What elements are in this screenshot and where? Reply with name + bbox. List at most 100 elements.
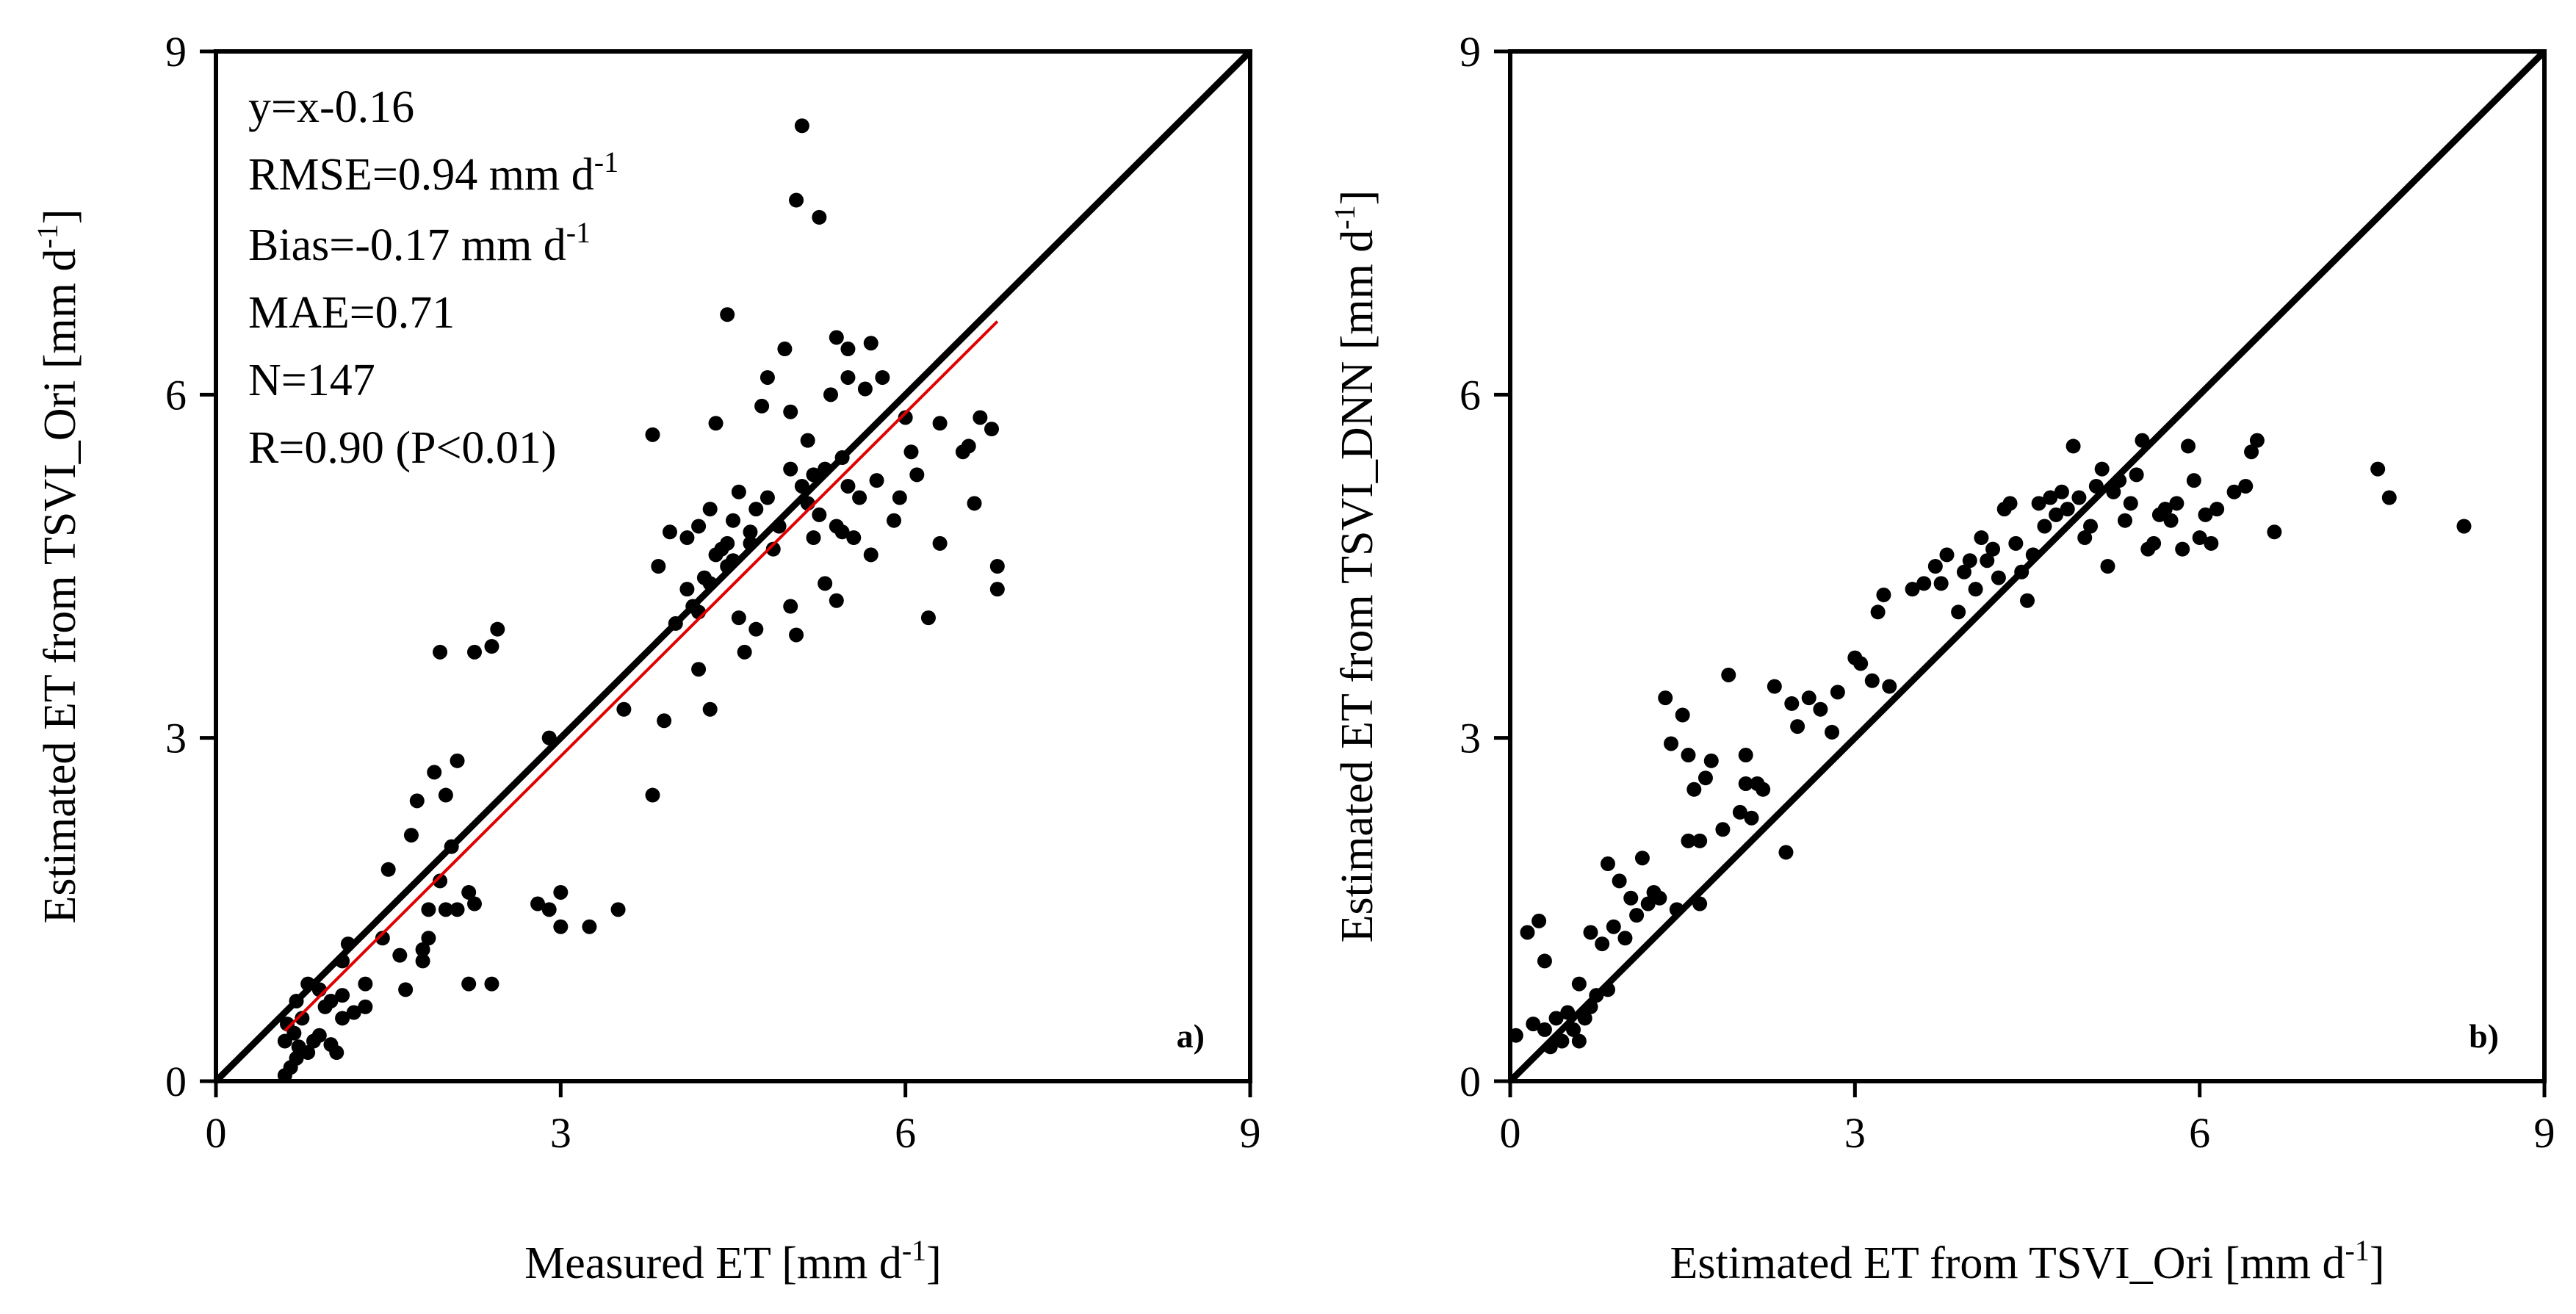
panel-a-point (840, 369, 856, 385)
panel-a-point (467, 644, 482, 660)
panel-a-point (731, 484, 746, 499)
panel-b-point (1882, 679, 1897, 694)
panel-a-point (737, 644, 752, 660)
panel-b-point (1738, 748, 1753, 763)
panel-a-point (616, 701, 632, 717)
panel-a-xtick-label: 0 (206, 1109, 227, 1157)
panel-a-point (467, 896, 482, 912)
panel-a-point (800, 433, 815, 448)
panel-b-xlabel-end: ] (2370, 1238, 2385, 1288)
panel-a-point (433, 873, 448, 889)
panel-a-xtick-label: 9 (1240, 1109, 1261, 1157)
panel-b-point (1658, 690, 1673, 706)
panel-b-point (1870, 604, 1886, 620)
panel-a-point (300, 1045, 316, 1061)
panel-b-point (1991, 570, 2006, 585)
panel-b-point (2123, 496, 2138, 511)
panel-a-point (645, 427, 660, 442)
panel-b-point (1767, 679, 1782, 694)
panel-a-point (484, 639, 499, 654)
panel-a-ylabel-end: ] (35, 209, 85, 225)
panel-a-point (765, 541, 781, 557)
panel-b-point (2226, 484, 2242, 499)
panel-a-ylabel: Estimated ET from TSVI_Ori [mm d-1] (31, 209, 85, 924)
panel-a-xlabel-end: ] (926, 1238, 942, 1288)
panel-a-point (989, 582, 1005, 597)
panel-a-frame (214, 49, 1252, 1083)
panel-a-point (421, 902, 436, 917)
panel-a-point (335, 1011, 350, 1026)
panel-b-point (1980, 553, 1995, 568)
panel-a-label: a) (1177, 1017, 1205, 1055)
panel-b-one-to-one-line (1507, 48, 2547, 1084)
panel-b-point (1703, 753, 1719, 768)
panel-a-point (335, 988, 350, 1003)
panel-b-point (2157, 502, 2173, 517)
panel-b-point (1698, 770, 1713, 786)
panel-a-point (450, 753, 465, 768)
panel-b-points (1508, 433, 2472, 1055)
panel-b-point (2077, 530, 2093, 546)
panel-b-ylabel: Estimated ET from TSVI_DNN [mm d-1] (1328, 190, 1382, 943)
panel-a-point (903, 444, 919, 460)
panel-b-point (2060, 502, 2075, 517)
panel-b-point (1813, 701, 1828, 717)
panel-a-point (461, 976, 477, 992)
panel-b-point (2008, 535, 2024, 551)
panel-b-point (2198, 507, 2213, 522)
panel-b-point (1606, 919, 1621, 934)
panel-b-xlabel-text: Estimated ET from TSVI_Ori [mm d (1670, 1238, 2345, 1288)
panel-a-point (490, 621, 505, 637)
panel-a-point (760, 369, 775, 385)
panel-b-point (1756, 781, 1771, 797)
panel-b-point (1939, 547, 1955, 563)
panel-a-ytick-label: 6 (165, 371, 187, 419)
panel-a-point (450, 902, 465, 917)
panel-b-xtick-label: 3 (1844, 1109, 1866, 1157)
panel-a-point (541, 902, 557, 917)
stats-rmse: RMSE=0.94 mm d-1 (248, 145, 618, 200)
panel-b-point (1692, 833, 1708, 848)
panel-a-point (789, 192, 804, 208)
panel-b-point (1595, 936, 1610, 952)
panel-a-point (760, 490, 775, 505)
panel-a-point (662, 524, 677, 540)
panel-a-point (433, 644, 448, 660)
panel-a-ylabel-text: Estimated ET from TSVI_Ori [mm d (35, 249, 85, 924)
panel-a-point (863, 336, 878, 351)
stats-rmse-sup: -1 (594, 145, 618, 178)
panel-a-point (691, 662, 707, 677)
panel-b-point (2002, 496, 2018, 511)
panel-b-ytick-label: 9 (1460, 28, 1481, 76)
panel-a-xlabel: Measured ET [mm d-1] (524, 1234, 942, 1288)
panel-a-point (783, 461, 798, 477)
panel-a-point (679, 582, 695, 597)
panel-b-point (1985, 541, 2001, 557)
panel-a-point (438, 902, 453, 917)
panel-b-point (1801, 690, 1816, 706)
panel-a-point (973, 410, 988, 425)
panel-b-point (2238, 478, 2254, 494)
panel-b-point (2370, 461, 2386, 477)
panel-a-point (651, 559, 666, 574)
panel-a-point (748, 621, 764, 637)
panel-a-one-to-one-line (213, 48, 1253, 1084)
panel-b-xtick-label: 0 (1500, 1109, 1521, 1157)
panel-a-point (898, 410, 913, 425)
panel-a-point (989, 559, 1005, 574)
panel-b-point (1571, 976, 1587, 992)
panel-b-xlabel: Estimated ET from TSVI_Ori [mm d-1] (1670, 1234, 2385, 1288)
panel-b-point (1905, 582, 1920, 597)
panel-b-point (1531, 913, 1547, 928)
panel-b-point (1664, 736, 1679, 751)
panel-b-point (1744, 810, 1759, 826)
panel-a-point (932, 416, 948, 431)
panel-a-point (392, 947, 408, 963)
panel-a-point (748, 502, 764, 517)
panel-b-point (2249, 433, 2265, 448)
panel-a-point (967, 496, 982, 511)
panel-a-point (323, 1037, 339, 1053)
panel-b-point (1732, 804, 1747, 820)
panel-a-point (409, 793, 425, 809)
panel-a-point (484, 976, 499, 992)
